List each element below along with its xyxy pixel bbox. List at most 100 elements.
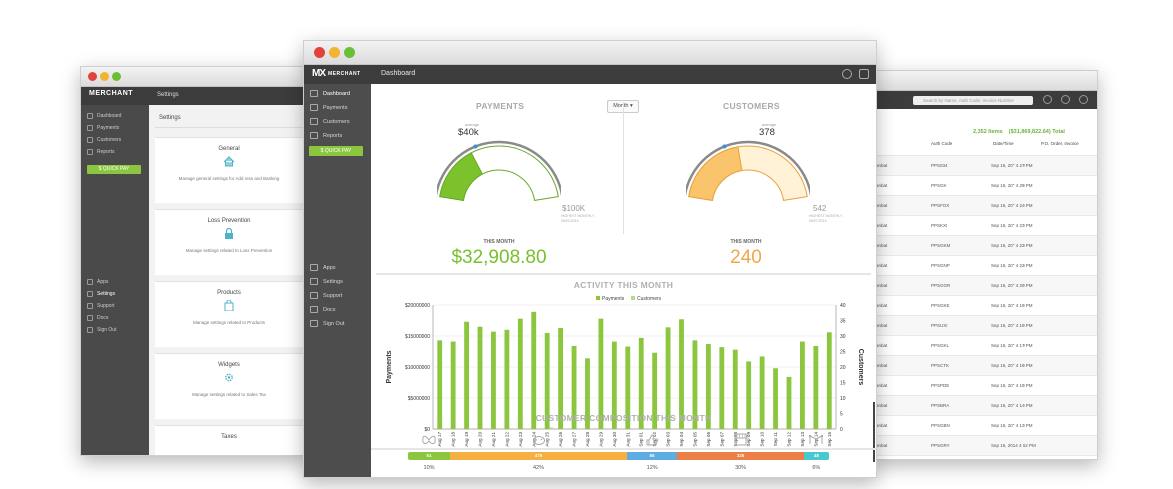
chevron-down-icon[interactable]: ▾: [1023, 383, 1026, 388]
minimize-dot[interactable]: [329, 47, 340, 58]
chevron-down-icon[interactable]: ▾: [1023, 363, 1026, 368]
bar-payments[interactable]: [611, 341, 617, 429]
nav-payments[interactable]: Payments: [310, 104, 347, 111]
table-row[interactable]: Sanbat PPSCTK Sep 16, 20'' 4 16 PM ▾: [873, 355, 1097, 375]
close-dot[interactable]: [314, 47, 325, 58]
table-row[interactable]: Sanbat PPSGNP Sep 16, 20'' 4 22 PM ▾: [873, 255, 1097, 275]
table-row[interactable]: Sanbat PPSKXI Sep 16, 20'' 4 23 PM ▾: [873, 215, 1097, 235]
table-row[interactable]: Sanbat PPSUXI Sep 16, 20'' 4 18 PM ▾: [873, 315, 1097, 335]
settings-card-taxes[interactable]: Taxes: [155, 425, 303, 455]
table-row[interactable]: Sanbat PPSGK Sep 16, 20'' 4 25 PM ▾: [873, 175, 1097, 195]
left-nav-support[interactable]: Support: [87, 303, 115, 309]
left-nav-settings[interactable]: Settings: [87, 291, 115, 297]
table-row[interactable]: SanbatPPSGBCSep 16, 2014 4 11 PM▾: [873, 455, 1097, 459]
bar-payments[interactable]: [464, 321, 470, 429]
chevron-down-icon[interactable]: ▾: [1023, 423, 1026, 428]
chevron-down-icon[interactable]: ▾: [1023, 323, 1026, 328]
chevron-down-icon[interactable]: ▾: [1023, 443, 1026, 448]
chevron-down-icon[interactable]: ▾: [1023, 223, 1026, 228]
bar-payments[interactable]: [679, 319, 684, 429]
bar-payments[interactable]: [517, 318, 523, 429]
table-row[interactable]: Sanbat PPSGGR Sep 16, 20'' 4 20 PM ▾: [873, 275, 1097, 295]
bar-payments[interactable]: [531, 311, 537, 429]
bar-payments[interactable]: [746, 361, 752, 429]
bar-payments[interactable]: [692, 340, 698, 429]
chevron-down-icon[interactable]: ▾: [1023, 243, 1026, 248]
nav-customers[interactable]: Customers: [310, 118, 350, 125]
chevron-down-icon[interactable]: ▾: [1023, 163, 1026, 168]
bar-payments[interactable]: [625, 346, 631, 429]
minimize-dot[interactable]: [100, 72, 109, 81]
chevron-down-icon[interactable]: ▾: [1023, 343, 1026, 348]
left-nav-dashboard[interactable]: Dashboard: [87, 113, 121, 119]
bar-payments[interactable]: [786, 376, 792, 429]
bar-payments[interactable]: [450, 341, 456, 429]
table-row[interactable]: Sanbat PPSGKM Sep 16, 20'' 4 22 PM ▾: [873, 235, 1097, 255]
col-date-time[interactable]: Date/Time: [993, 141, 1014, 146]
bar-payments[interactable]: [491, 331, 496, 429]
chevron-down-icon[interactable]: ▾: [1023, 263, 1026, 268]
table-row[interactable]: Sanbat PPSGRY Sep 16, 2014 4 12 PM ▾: [873, 435, 1097, 455]
composition-segment[interactable]: 48: [803, 452, 829, 460]
user-icon[interactable]: [859, 69, 869, 79]
quick-pay-button[interactable]: $ QUICK PAY: [309, 146, 363, 156]
table-row[interactable]: Sanbat PPS034 Sep 16, 20'' 4 27 PM ▾: [873, 155, 1097, 175]
user-icon[interactable]: [1079, 95, 1088, 104]
chevron-down-icon[interactable]: ▾: [1023, 283, 1026, 288]
refresh-icon[interactable]: [1061, 95, 1070, 104]
bar-payments[interactable]: [773, 368, 778, 429]
bar-payments[interactable]: [598, 318, 604, 429]
nav-docs[interactable]: Docs: [310, 306, 336, 313]
bar-payments[interactable]: [585, 358, 590, 429]
bar-payments[interactable]: [558, 327, 564, 429]
bar-payments[interactable]: [571, 345, 577, 429]
col-auth-code[interactable]: Auth Code: [931, 141, 953, 146]
composition-segment[interactable]: 475: [450, 452, 627, 460]
table-row[interactable]: Sanbat PPSGKE Sep 16, 20'' 4 19 PM ▾: [873, 295, 1097, 315]
nav-sign-out[interactable]: Sign Out: [310, 320, 344, 327]
table-row[interactable]: Sanbat PPSGBN Sep 16, 20'' 4 13 PM ▾: [873, 415, 1097, 435]
left-nav-docs[interactable]: Docs: [87, 315, 108, 321]
settings-card-widgets[interactable]: Widgets Manage settings related to Sales…: [155, 353, 303, 419]
refresh-icon[interactable]: [842, 69, 852, 79]
bar-payments[interactable]: [477, 326, 483, 429]
settings-card-loss-prevention[interactable]: Loss Prevention Manage settings related …: [155, 209, 303, 275]
nav-reports[interactable]: Reports: [310, 132, 342, 139]
table-row[interactable]: Sanbat PPSFOX Sep 16, 20'' 4 24 PM ▾: [873, 195, 1097, 215]
scrollbar-thumb[interactable]: [873, 402, 875, 462]
chevron-down-icon[interactable]: ▾: [1023, 403, 1026, 408]
bar-payments[interactable]: [705, 344, 711, 429]
bar-payments[interactable]: [638, 337, 644, 429]
nav-apps[interactable]: Apps: [310, 264, 336, 271]
merchant-logo[interactable]: MX MERCHANT: [312, 68, 361, 79]
left-quick-pay-button[interactable]: $ QUICK PAY: [87, 165, 141, 174]
chevron-down-icon[interactable]: ▾: [1023, 303, 1026, 308]
nav-support[interactable]: Support: [310, 292, 342, 299]
chevron-down-icon[interactable]: ▾: [1023, 203, 1026, 208]
nav-dashboard[interactable]: Dashboard: [310, 90, 350, 97]
maximize-dot[interactable]: [344, 47, 355, 58]
close-dot[interactable]: [88, 72, 97, 81]
bar-payments[interactable]: [665, 327, 671, 429]
left-nav-payments[interactable]: Payments: [87, 125, 119, 131]
upload-icon[interactable]: [1043, 95, 1052, 104]
composition-segment[interactable]: 55: [626, 452, 678, 460]
col-po-invoice[interactable]: P.O. Order, Invoice: [1041, 141, 1079, 146]
bar-payments[interactable]: [826, 332, 832, 429]
bar-payments[interactable]: [544, 332, 550, 429]
left-nav-sign-out[interactable]: Sign Out: [87, 327, 116, 333]
nav-settings[interactable]: Settings: [310, 278, 343, 285]
bar-payments[interactable]: [732, 349, 738, 429]
left-nav-customers[interactable]: Customers: [87, 137, 121, 143]
bar-payments[interactable]: [719, 347, 725, 429]
table-row[interactable]: Sanbat PPSBRA Sep 16, 20'' 4 14 PM ▾: [873, 395, 1097, 415]
bar-customers[interactable]: [549, 427, 553, 429]
bar-payments[interactable]: [813, 345, 819, 429]
composition-segment[interactable]: 51: [408, 452, 451, 460]
bar-payments[interactable]: [437, 340, 443, 429]
bar-payments[interactable]: [504, 329, 510, 429]
chevron-down-icon[interactable]: ▾: [1023, 183, 1026, 188]
bar-payments[interactable]: [759, 356, 765, 429]
composition-segment[interactable]: 326: [677, 452, 804, 460]
transactions-search-input[interactable]: Search by Name, Auth Code, Invoice Numbe…: [913, 96, 1033, 105]
